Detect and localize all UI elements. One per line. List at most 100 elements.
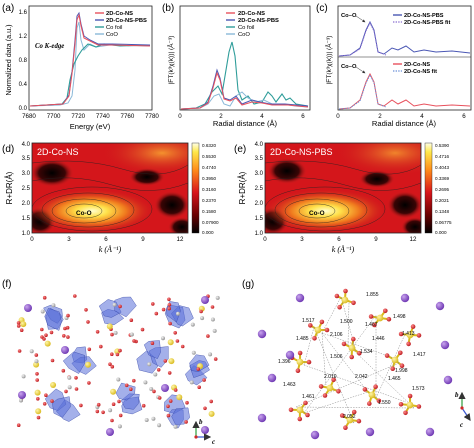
oxygen-atom — [87, 347, 92, 352]
carbon-atom — [151, 416, 156, 421]
tick-label: 7700 — [47, 113, 61, 120]
oxygen-atom — [95, 330, 100, 334]
tick-label: 6 — [104, 236, 108, 243]
oxygen-atom — [129, 318, 134, 323]
phosphorus-atom — [391, 356, 399, 364]
panel-e-colorbar — [424, 142, 433, 234]
oxygen-atom — [390, 366, 396, 372]
tick-label: 4 — [260, 113, 264, 120]
distance-label: 1.500 — [340, 319, 353, 325]
oxygen-atom — [185, 400, 189, 405]
panel-e-label: (e) — [234, 144, 246, 155]
tick-label: 2.0 — [255, 201, 264, 207]
distance-label: 1.463 — [283, 382, 296, 388]
panel-b-label: (b) — [162, 3, 174, 14]
cobalt-atom — [267, 373, 277, 383]
oxygen-atom — [341, 341, 347, 347]
panel-a: (a) Normalized data (a.u.) Energy (eV) C… — [2, 3, 159, 131]
legend-entry: 2D-Co-NS fit — [404, 69, 437, 75]
oxygen-atom — [161, 307, 166, 312]
oxygen-atom — [140, 327, 145, 332]
annotation-arrow — [355, 66, 366, 74]
oxygen-atom — [50, 358, 55, 363]
legend-entry: 2D-Co-NS-PBS — [106, 18, 147, 24]
tick-label: 7740 — [96, 113, 110, 120]
oxygen-atom — [108, 362, 112, 367]
oxygen-atom — [87, 381, 91, 385]
bond-layer — [290, 290, 420, 429]
panel-b-xlabel: Radial distance (Å) — [213, 119, 278, 128]
carbon-atom — [215, 295, 220, 300]
coordination-polyhedron — [115, 382, 136, 401]
oxygen-atom — [50, 399, 54, 403]
tick-label: 2 — [378, 113, 382, 120]
atoms-layer — [16, 294, 220, 436]
oxygen-atom — [303, 400, 308, 406]
tick-label: 3.5 — [22, 156, 31, 162]
cobalt-atom — [201, 296, 209, 304]
tick-label: 1.6 — [19, 10, 28, 16]
carbon-atom — [153, 372, 158, 377]
tick-label: 3.0 — [22, 171, 31, 177]
panel-a-frame — [28, 5, 153, 111]
coordination-polyhedron — [114, 296, 137, 318]
coordination-polyhedron — [44, 308, 62, 331]
oxygen-atom — [168, 321, 172, 326]
carbon-atom — [112, 302, 117, 307]
panel-e-frame — [264, 142, 422, 234]
oxygen-atom — [64, 389, 68, 394]
hydrogen-bond — [321, 332, 369, 393]
legend-entry: 2D-Co-NS-PBS — [238, 18, 279, 24]
oxygen-atom — [173, 388, 178, 392]
oxygen-atom — [36, 397, 40, 401]
panel-e-colorbar-labels: 0.5390 0.4716 0.4043 0.3369 0.2695 0.202… — [435, 143, 452, 235]
hydrogen-bond — [321, 332, 327, 386]
oxygen-atom — [36, 415, 41, 420]
oxygen-atom — [124, 383, 129, 388]
carbon-atom — [108, 408, 113, 413]
oxygen-atom — [111, 402, 116, 407]
phosphorus-atom — [20, 321, 27, 328]
oxygen-atom — [110, 332, 114, 337]
panel-d-frame — [31, 142, 189, 234]
carbon-atom — [21, 374, 26, 379]
annotation-co-o-bottom: Co–O — [341, 64, 357, 70]
carbon-atom — [116, 377, 121, 382]
oxygen-atom — [163, 359, 168, 363]
colorbar-label: 0.2021 — [435, 198, 449, 203]
oxygen-atom — [66, 313, 70, 318]
oxygen-atom — [16, 324, 21, 328]
oxygen-atom — [410, 324, 416, 329]
distance-label: 1.465 — [388, 376, 401, 382]
tick-label: 0 — [336, 113, 340, 120]
oxygen-atom — [40, 335, 44, 339]
oxygen-atom — [336, 389, 341, 394]
tick-label: 7780 — [145, 113, 159, 120]
panel-c-xlabel: Radial distance (Å) — [372, 119, 437, 128]
tick-label: 7680 — [22, 113, 36, 120]
phosphorus-atom — [296, 358, 304, 366]
oxygen-atom — [96, 402, 101, 407]
oxygen-atom — [42, 295, 47, 300]
oxygen-atom — [324, 327, 330, 333]
distance-label: 1.506 — [330, 354, 343, 360]
tick-label: 9 — [141, 236, 145, 243]
carbon-atom — [67, 385, 72, 390]
coordination-polyhedron — [143, 340, 161, 359]
tick-label: 1.0 — [255, 231, 264, 237]
distance-label: 2.042 — [355, 374, 368, 380]
carbon-atom — [210, 317, 215, 322]
cobalt-atom — [18, 391, 26, 399]
oxygen-atom — [79, 403, 83, 408]
oxygen-atom — [406, 341, 411, 347]
oxygen-atom — [297, 350, 303, 356]
carbon-atom — [161, 336, 165, 341]
panel-b-frame — [179, 5, 311, 111]
phosphorus-atom — [368, 391, 376, 399]
panel-d: (d) 2D-Co-NS Co-O R+DR(Å) k (Å⁻¹) 0 3 6 … — [2, 142, 219, 254]
panel-d-label: (d) — [2, 144, 14, 155]
curve-ns-fit — [338, 73, 387, 110]
oxygen-atom — [44, 333, 48, 338]
phosphorus-atom — [33, 361, 40, 368]
panel-d-colorbar — [191, 142, 200, 234]
